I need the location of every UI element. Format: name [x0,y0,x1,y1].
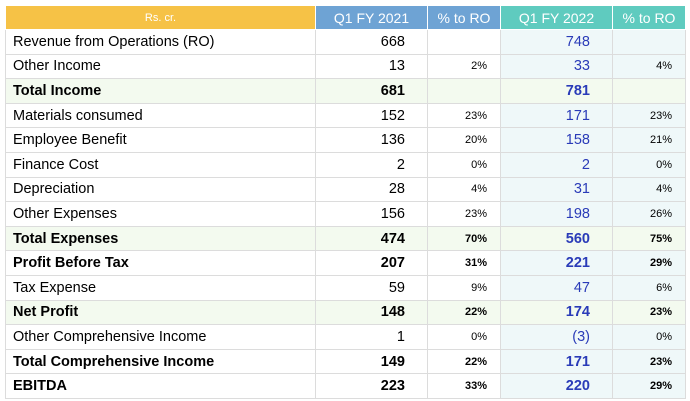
row-label: Other Comprehensive Income [5,324,316,350]
row-label: Total Income [5,78,316,104]
value-fy2021: 681 [315,78,428,104]
value-fy2022: 171 [500,102,613,129]
pct-fy2021: 23% [427,201,501,227]
table-row: Total Comprehensive Income 149 22% 171 2… [5,348,686,375]
financial-table-container: Rs. cr. Q1 FY 2021 % to RO Q1 FY 2022 % … [5,5,686,399]
pct-fy2021: 2% [427,53,501,80]
value-fy2022: 171 [500,348,613,375]
table-row: Profit Before Tax 207 31% 221 29% [5,250,686,276]
table-row: Other Comprehensive Income 1 0% (3) 0% [5,324,686,350]
pct-fy2021: 33% [427,373,501,399]
row-label: Materials consumed [5,102,316,129]
pct-fy2021: 22% [427,348,501,375]
value-fy2021: 13 [315,53,428,80]
pct-fy2022 [612,29,686,55]
header-pct-to-ro-2022: % to RO [612,5,686,30]
value-fy2022: 748 [500,29,613,55]
pct-fy2021: 31% [427,250,501,276]
pct-fy2021 [427,78,501,104]
pct-fy2022 [612,78,686,104]
table-row: Tax Expense 59 9% 47 6% [5,274,686,301]
row-label: Total Expenses [5,225,316,252]
value-fy2021: 223 [315,373,428,399]
value-fy2021: 474 [315,225,428,252]
row-label: Revenue from Operations (RO) [5,29,316,55]
pct-fy2022: 26% [612,201,686,227]
table-row: Total Income 681 781 [5,78,686,104]
value-fy2021: 149 [315,348,428,375]
table-row: Depreciation 28 4% 31 4% [5,176,686,203]
pct-fy2022: 6% [612,274,686,301]
value-fy2022: 220 [500,373,613,399]
pct-fy2021: 0% [427,151,501,178]
table-row: Finance Cost 2 0% 2 0% [5,151,686,178]
value-fy2022: 31 [500,176,613,203]
value-fy2022: 47 [500,274,613,301]
value-fy2022: 2 [500,151,613,178]
pct-fy2021: 23% [427,102,501,129]
pct-fy2021: 22% [427,299,501,326]
table-row: Other Expenses 156 23% 198 26% [5,201,686,227]
table-row: EBITDA 223 33% 220 29% [5,373,686,399]
header-q1-fy2022: Q1 FY 2022 [500,5,613,30]
value-fy2021: 148 [315,299,428,326]
pct-fy2022: 29% [612,373,686,399]
pct-fy2022: 4% [612,53,686,80]
value-fy2021: 207 [315,250,428,276]
row-label: Finance Cost [5,151,316,178]
value-fy2021: 136 [315,127,428,153]
value-fy2022: 560 [500,225,613,252]
value-fy2021: 2 [315,151,428,178]
pct-fy2022: 75% [612,225,686,252]
value-fy2022: 158 [500,127,613,153]
value-fy2022: 221 [500,250,613,276]
pct-fy2022: 21% [612,127,686,153]
value-fy2021: 156 [315,201,428,227]
pct-fy2022: 29% [612,250,686,276]
pct-fy2022: 23% [612,348,686,375]
value-fy2021: 28 [315,176,428,203]
row-label: Profit Before Tax [5,250,316,276]
table-row: Employee Benefit 136 20% 158 21% [5,127,686,153]
row-label: EBITDA [5,373,316,399]
pct-fy2022: 0% [612,324,686,350]
table-row: Net Profit 148 22% 174 23% [5,299,686,326]
table-row: Other Income 13 2% 33 4% [5,53,686,80]
pct-fy2022: 4% [612,176,686,203]
pct-fy2021: 4% [427,176,501,203]
value-fy2022: (3) [500,324,613,350]
table-row: Total Expenses 474 70% 560 75% [5,225,686,252]
pct-fy2021: 20% [427,127,501,153]
value-fy2022: 33 [500,53,613,80]
table-row: Revenue from Operations (RO) 668 748 [5,29,686,55]
table-row: Materials consumed 152 23% 171 23% [5,102,686,129]
row-label: Employee Benefit [5,127,316,153]
pct-fy2022: 0% [612,151,686,178]
pct-fy2021: 70% [427,225,501,252]
header-pct-to-ro-2021: % to RO [427,5,501,30]
value-fy2021: 152 [315,102,428,129]
value-fy2022: 781 [500,78,613,104]
row-label: Net Profit [5,299,316,326]
row-label: Tax Expense [5,274,316,301]
pct-fy2021: 0% [427,324,501,350]
row-label: Depreciation [5,176,316,203]
row-label: Other Income [5,53,316,80]
header-units: Rs. cr. [5,5,316,30]
row-label: Total Comprehensive Income [5,348,316,375]
pct-fy2022: 23% [612,299,686,326]
value-fy2022: 174 [500,299,613,326]
pct-fy2021 [427,29,501,55]
value-fy2022: 198 [500,201,613,227]
header-q1-fy2021: Q1 FY 2021 [315,5,428,30]
financial-results-table: Rs. cr. Q1 FY 2021 % to RO Q1 FY 2022 % … [5,5,686,399]
row-label: Other Expenses [5,201,316,227]
value-fy2021: 1 [315,324,428,350]
value-fy2021: 59 [315,274,428,301]
pct-fy2021: 9% [427,274,501,301]
value-fy2021: 668 [315,29,428,55]
pct-fy2022: 23% [612,102,686,129]
table-header-row: Rs. cr. Q1 FY 2021 % to RO Q1 FY 2022 % … [5,5,686,30]
